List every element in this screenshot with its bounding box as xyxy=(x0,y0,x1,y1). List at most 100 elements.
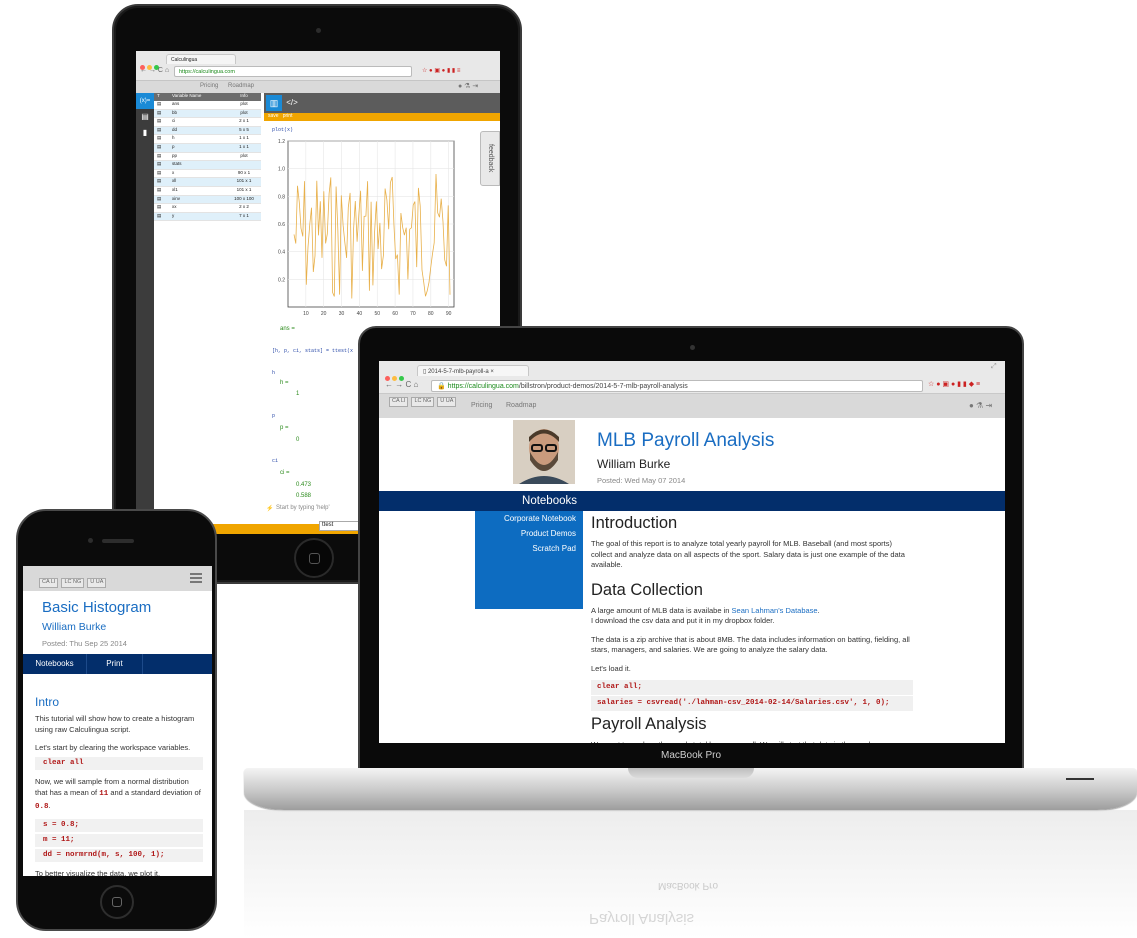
browser-tab[interactable]: Calculingua xyxy=(166,54,236,64)
tablet-device: Calculingua ← → C ⌂ https://calculingua.… xyxy=(112,4,522,584)
code-line: dd = normrnd(m, s, 100, 1); xyxy=(35,849,203,862)
nav-arrows-icon[interactable]: ← → C ⌂ xyxy=(140,67,170,74)
table-row[interactable]: ▤ h 1 x 1 xyxy=(154,135,261,144)
mean-value: 11 xyxy=(99,790,109,798)
h-command: h xyxy=(272,370,276,376)
code-line: salaries = csvread('./lahman-csv_2014-02… xyxy=(591,696,913,711)
variable-info: 1 x 1 xyxy=(239,143,249,149)
variable-name: pp xyxy=(172,152,178,158)
table-row[interactable]: ▤ p 1 x 1 xyxy=(154,143,261,153)
variable-info xyxy=(227,161,261,169)
table-row[interactable]: ▤ stats xyxy=(154,161,261,170)
bookmark-icon[interactable]: ▮ xyxy=(142,128,148,137)
tab-notebooks[interactable]: Notebooks xyxy=(23,654,87,674)
extension-icons[interactable]: ☆ ● ▣ ● ▮ ▮ ≡ xyxy=(422,68,461,74)
ttest-command: [h, p, ci, stats] = ttest(x xyxy=(272,348,354,354)
matrix-icon: ▤ xyxy=(157,204,162,210)
table-row[interactable]: ▤ bb plot xyxy=(154,109,261,119)
tab-print[interactable]: Print xyxy=(87,654,143,674)
action-bar: save print xyxy=(264,113,500,121)
hamburger-menu-icon[interactable] xyxy=(190,573,202,585)
variable-name: ans xyxy=(172,101,180,106)
speaker xyxy=(102,539,134,543)
variable-info: 2 x 1 xyxy=(239,118,249,124)
sidebar-item-corporate-notebook[interactable]: Corporate Notebook xyxy=(503,514,576,523)
home-button[interactable] xyxy=(100,885,134,919)
table-row[interactable]: ▤ xll 101 x 1 xyxy=(154,178,261,187)
logo-part-3: U UA xyxy=(87,578,107,588)
table-row[interactable]: ▤ y 7 x 1 xyxy=(154,212,261,222)
nav-pricing[interactable]: Pricing xyxy=(471,402,493,409)
url-text: https://calculingua.com xyxy=(179,69,235,75)
p-command: p xyxy=(272,413,276,419)
table-row[interactable]: ▤ x 90 x 1 xyxy=(154,170,261,179)
home-button[interactable] xyxy=(294,538,334,578)
files-icon[interactable]: ▤ xyxy=(141,112,149,121)
table-row[interactable]: ▤ pp plot xyxy=(154,153,261,162)
variable-rows: ▤ ans plot ▤ bb plot ▤ ci 2 x 1 ▤ dd 5 x 5 ▤ h 1 x 1 ▤ p… xyxy=(154,101,261,222)
variable-name: bb xyxy=(172,109,178,115)
table-row[interactable]: ▤ ans plot xyxy=(154,101,261,110)
app-nav: Pricing Roadmap ● ⚗ ⇥ xyxy=(136,81,500,93)
tablet-screen: Calculingua ← → C ⌂ https://calculingua.… xyxy=(136,51,500,531)
nav-arrows-icon[interactable]: ← → C ⌂ xyxy=(385,380,419,389)
variable-name: y xyxy=(172,212,175,218)
sidebar-item-scratch-pad[interactable]: Scratch Pad xyxy=(532,544,576,553)
command-prompt[interactable]: Start by typing 'help' xyxy=(276,505,330,511)
h-value: 1 xyxy=(296,391,300,397)
plot-series-line xyxy=(293,173,451,299)
table-row[interactable]: ▤ dd 5 x 5 xyxy=(154,126,261,136)
tab-title: 2014-5-7-mlb-payroll-a xyxy=(427,369,489,375)
browser-tab[interactable]: ▯ 2014-5-7-mlb-payroll-a × xyxy=(417,365,529,376)
save-button[interactable]: save xyxy=(268,113,279,119)
url-bar[interactable]: 🔒 https://calculingua.com/billstron/prod… xyxy=(431,380,923,392)
tail-paragraph: To better visualize the data, we plot it… xyxy=(35,869,161,876)
matrix-icon: ▤ xyxy=(157,186,162,192)
fullscreen-icon[interactable]: ⤢ xyxy=(991,363,997,370)
sidebar-item-product-demos[interactable]: Product Demos xyxy=(520,529,576,538)
app-nav: CA LI LC NG U UA Pricing Roadmap ● ⚗ ⇥ xyxy=(379,394,1005,418)
user-icons[interactable]: ● ⚗ ⇥ xyxy=(969,401,993,410)
notebook-sidebar: Corporate Notebook Product Demos Scratch… xyxy=(475,511,583,609)
matrix-icon: ▤ xyxy=(157,109,162,115)
variable-name: xll xyxy=(172,178,177,184)
variables-icon[interactable]: (x)= xyxy=(136,93,154,109)
calculingua-logo[interactable]: CA LI LC NG U UA xyxy=(39,570,109,588)
table-row[interactable]: ▤ xx 2 x 2 xyxy=(154,204,261,213)
x-tick-label: 30 xyxy=(339,311,345,317)
nav-pricing[interactable]: Pricing xyxy=(200,83,219,89)
notebook-body: Introduction The goal of this report is … xyxy=(591,511,913,743)
window-controls[interactable] xyxy=(140,57,161,75)
user-icons[interactable]: ● ⚗ ⇥ xyxy=(458,83,479,90)
feedback-tab[interactable]: feedback xyxy=(480,131,500,186)
laptop-device: ▯ 2014-5-7-mlb-payroll-a × ← → C ⌂ 🔒 htt… xyxy=(358,326,1024,771)
x-tick-label: 90 xyxy=(446,311,452,317)
tablet-bottom-bar xyxy=(136,524,500,534)
nav-roadmap[interactable]: Roadmap xyxy=(506,402,537,409)
print-button[interactable]: print xyxy=(282,113,293,119)
notebooks-title[interactable]: Notebooks xyxy=(522,495,577,507)
phone-tabs: Notebooks Print xyxy=(23,654,212,674)
table-row[interactable]: ▤ xl1 101 x 1 xyxy=(154,187,261,196)
window-controls[interactable] xyxy=(385,368,406,386)
variable-info: 90 x 1 xyxy=(237,169,251,175)
calculingua-logo[interactable]: CA LI LC NG U UA xyxy=(389,397,459,407)
table-row[interactable]: ▤ ci 2 x 1 xyxy=(154,118,261,127)
table-row[interactable]: ▤ xinv 100 x 100 xyxy=(154,195,261,205)
extension-icons[interactable]: ☆ ● ▣ ● ▮ ▮ ◆ ≡ xyxy=(928,381,981,388)
table-header: T Variable Name Info xyxy=(154,93,261,101)
port-slot xyxy=(1066,778,1094,780)
code-icon[interactable]: </> xyxy=(286,98,298,107)
browser-chrome: Calculingua ← → C ⌂ https://calculingua.… xyxy=(136,51,500,81)
posted-date: Posted: Wed May 07 2014 xyxy=(597,476,686,485)
url-bar[interactable]: https://calculingua.com xyxy=(174,66,412,77)
laptop-base xyxy=(244,768,1137,810)
chart-icon[interactable]: ▥ xyxy=(266,95,282,111)
p-label: p = xyxy=(280,425,289,431)
lahman-database-link[interactable]: Sean Lahman's Database xyxy=(731,605,818,615)
nav-roadmap[interactable]: Roadmap xyxy=(228,83,255,89)
author-name[interactable]: William Burke xyxy=(42,621,107,633)
y-tick-label: 1.0 xyxy=(278,167,285,173)
section-heading-data-collection: Data Collection xyxy=(591,580,703,599)
logo-part-2: LC NG xyxy=(411,397,435,407)
